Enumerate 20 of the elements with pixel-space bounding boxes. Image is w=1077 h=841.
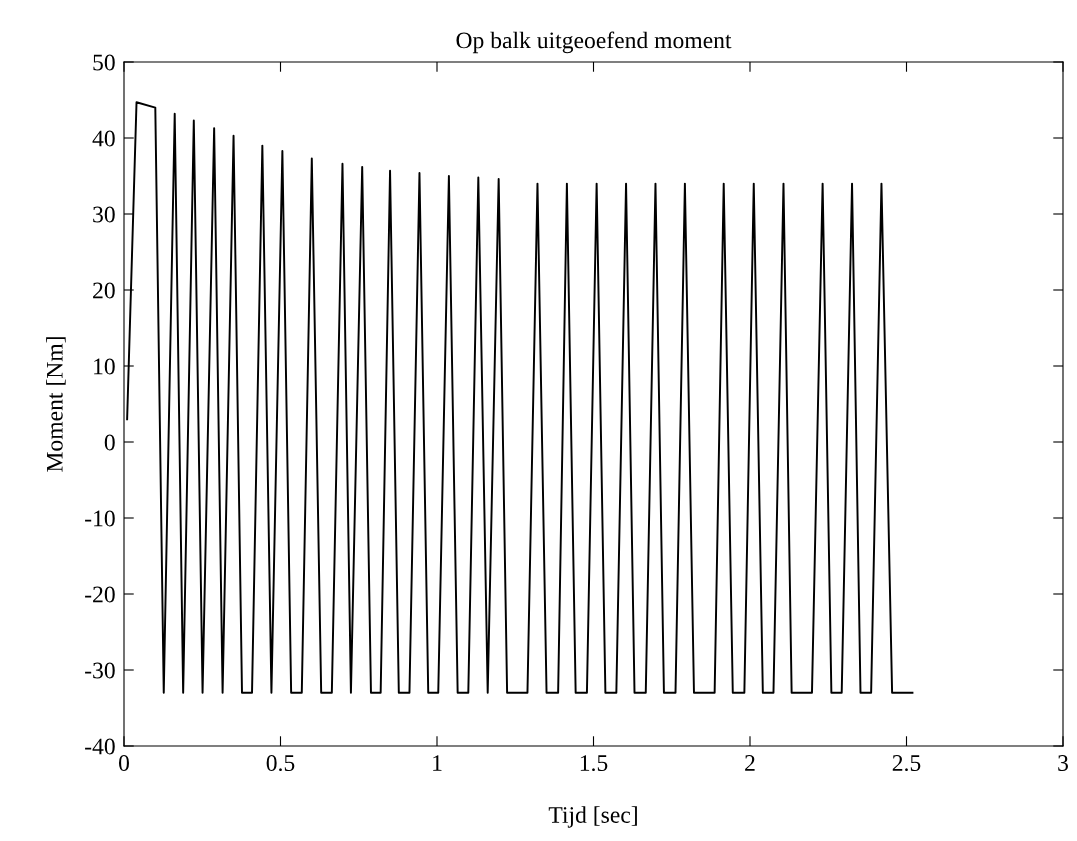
y-axis-title: Moment [Nm] bbox=[46, 337, 66, 472]
x-tick-label: 2.5 bbox=[892, 755, 921, 772]
x-tick-label: 3 bbox=[1058, 755, 1068, 771]
x-tick-label: 1 bbox=[433, 755, 442, 771]
x-tick-label: 1.5 bbox=[580, 755, 608, 772]
y-tick-label: 20 bbox=[93, 282, 115, 299]
chart-title: Op balk uitgeoefend moment bbox=[456, 31, 732, 54]
y-tick-label: -20 bbox=[85, 586, 115, 603]
x-axis-title: Tijd [sec] bbox=[548, 806, 637, 828]
y-tick-label: 50 bbox=[93, 54, 115, 71]
y-tick-label: 0 bbox=[104, 434, 115, 451]
x-tick-label: 2 bbox=[745, 755, 755, 771]
y-tick-label: 10 bbox=[94, 358, 115, 375]
x-tick-label: 0.5 bbox=[266, 755, 295, 772]
y-tick-label: -40 bbox=[85, 738, 115, 755]
y-tick-label: -30 bbox=[85, 662, 115, 679]
y-tick-label: 30 bbox=[93, 206, 115, 223]
x-tick-label: 0 bbox=[119, 755, 129, 771]
y-tick-label: 40 bbox=[92, 130, 115, 147]
y-tick-label: -10 bbox=[85, 510, 115, 527]
